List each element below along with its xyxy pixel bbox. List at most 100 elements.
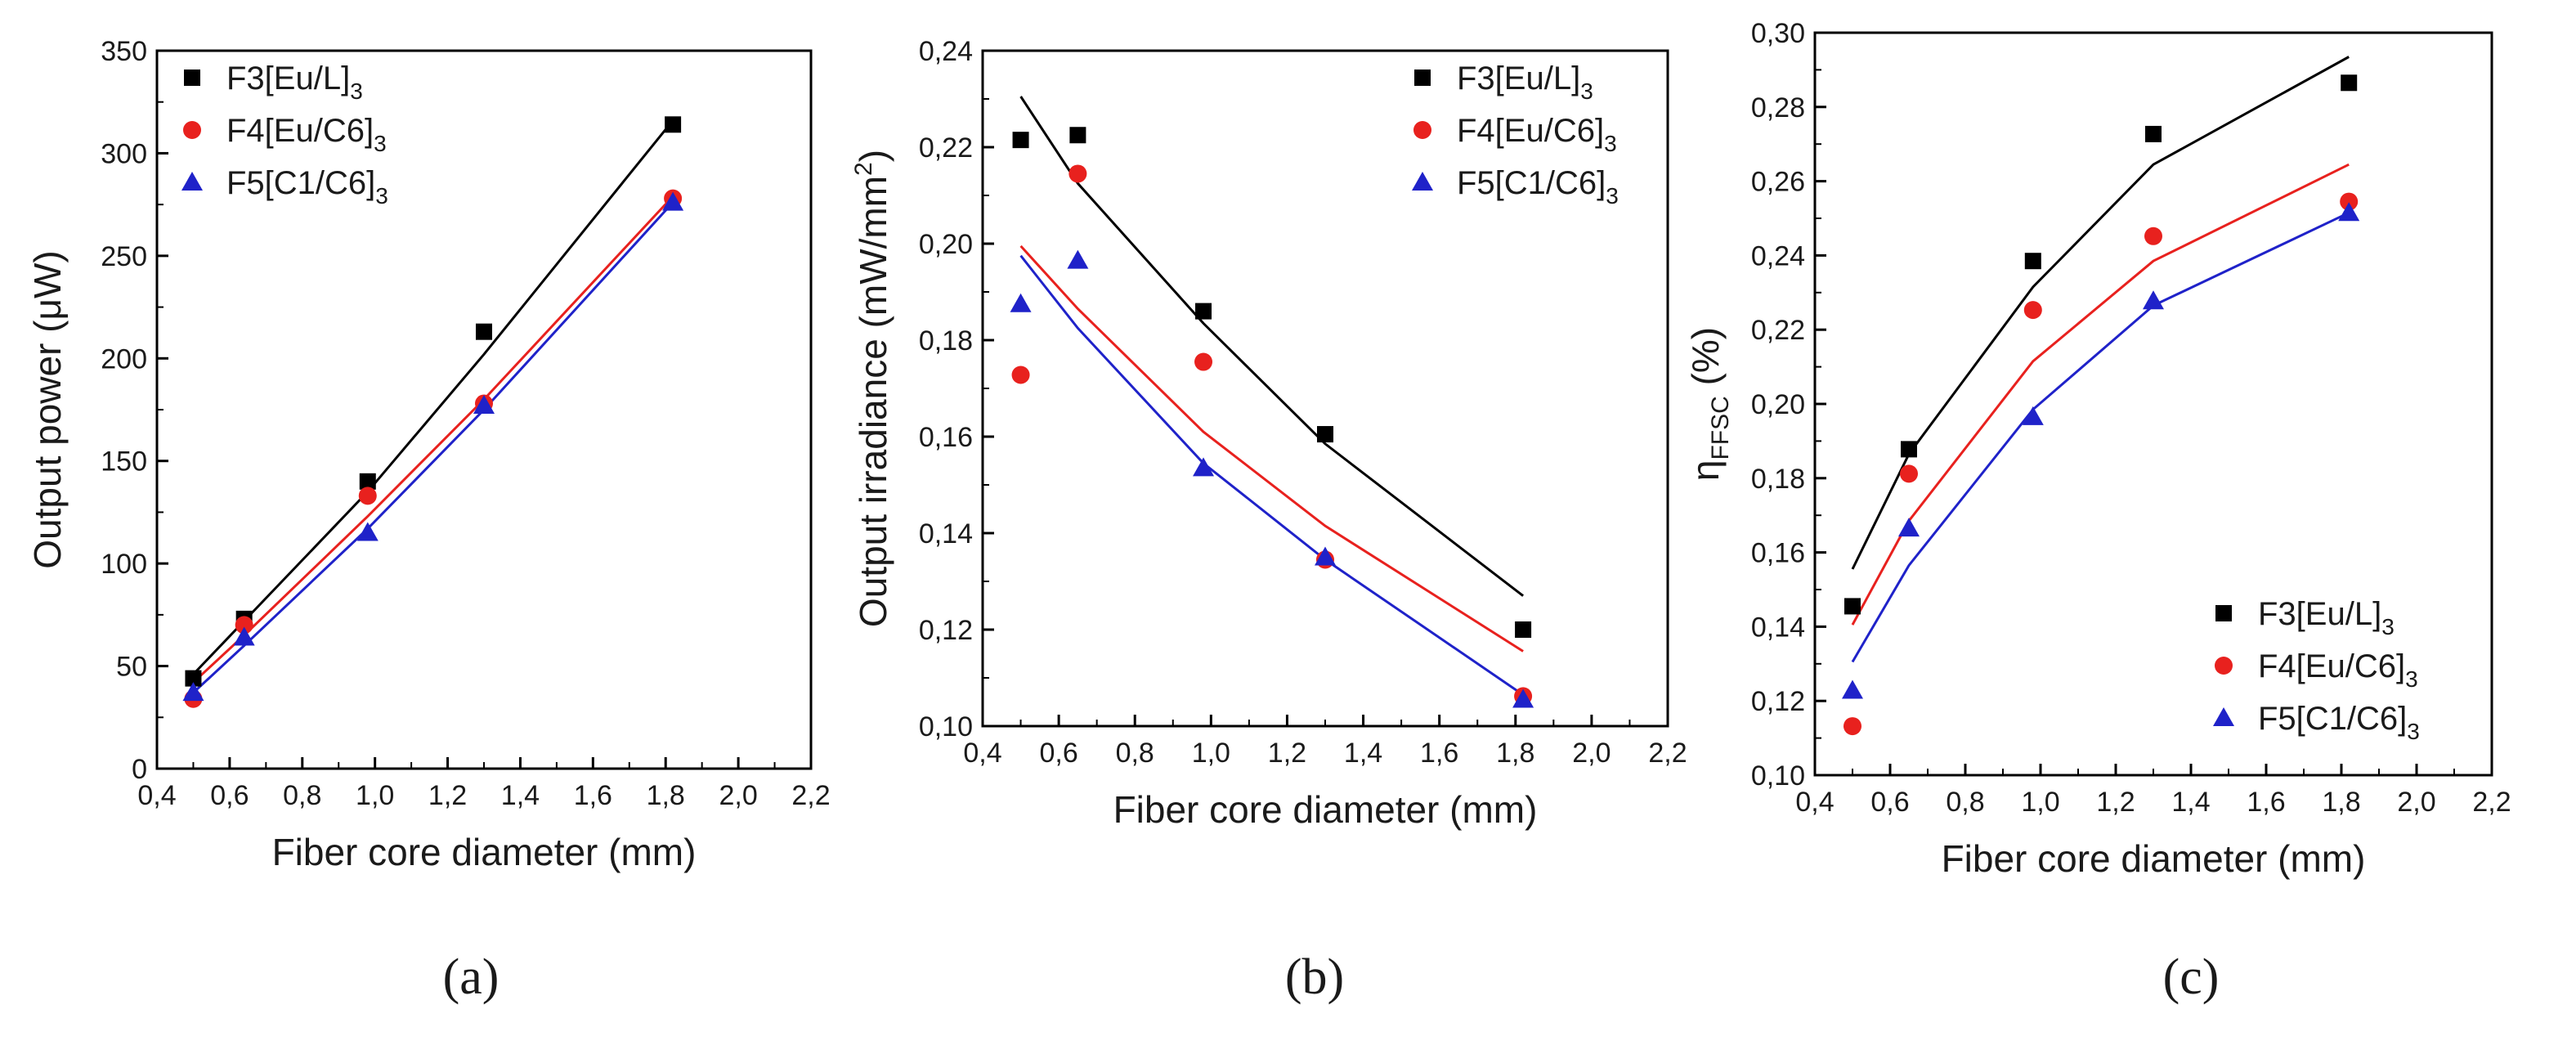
data-point: [1512, 688, 1534, 708]
data-point: [662, 191, 684, 211]
legend-label-sub: 3: [1580, 78, 1593, 104]
data-point: [1195, 303, 1212, 320]
legend-marker: [2215, 657, 2233, 675]
chart-panel-2: 0,4 0,6 0,8 1,0 1,2 1,4 1,6 1,8 2,0 2,2 0,10 0,12 0,…: [850, 36, 1687, 1005]
x-tick-label: 0,4: [1795, 787, 1834, 818]
x-tick-label: 1,0: [2021, 787, 2059, 818]
x-tick-label: 0,4: [137, 780, 176, 811]
x-tick-label: 2,0: [1572, 738, 1611, 769]
legend-label-main: F4[Eu/C6]: [226, 113, 374, 149]
fit-line-2: [1851, 163, 2350, 626]
data-point: [2143, 290, 2164, 310]
data-point: [1317, 426, 1333, 443]
data-point: [1844, 717, 1861, 736]
y-axis-title-main: Output irradiance (mW/mm: [852, 176, 894, 627]
data-point: [1315, 546, 1336, 566]
y-tick-label: 300: [101, 138, 147, 169]
data-point: [1010, 293, 1032, 312]
legend-marker: [181, 172, 203, 191]
fit-line-1: [1019, 96, 1525, 597]
legend-label-sub: 3: [375, 183, 388, 209]
y-axis-title-sup: 2: [850, 162, 877, 176]
panel-caption: (b): [1285, 949, 1344, 1005]
y-tick-label: 0,16: [919, 422, 973, 453]
legend: F3[Eu/L]3F4[Eu/C6]3F5[C1/C6]3: [181, 61, 388, 209]
x-tick-label: 0,6: [210, 780, 249, 811]
y-tick-label: 0,14: [919, 518, 973, 549]
fit-line-2: [1019, 244, 1524, 653]
legend-marker: [184, 70, 200, 86]
x-tick-label: 2,2: [791, 780, 830, 811]
y-tick-label: 0: [132, 754, 147, 785]
data-point: [473, 394, 495, 414]
data-point: [2144, 226, 2162, 245]
y-axis-title: Output power (μW): [26, 250, 69, 569]
x-tick-label: 2,2: [1648, 738, 1687, 769]
chart-panel-3: 0,4 0,6 0,8 1,0 1,2 1,4 1,6 1,8 2,0 2,2 0,10 0,12 0,…: [1684, 18, 2511, 1005]
y-tick-label: 0,20: [1751, 389, 1805, 420]
x-tick-label: 0,6: [1039, 738, 1077, 769]
data-point: [182, 682, 204, 702]
legend-label-sub: 3: [2407, 719, 2420, 744]
y-tick-label: 0,12: [919, 615, 973, 646]
y-tick-label: 50: [116, 652, 147, 683]
legend-label-sub: 3: [2381, 614, 2395, 639]
panel-caption: (c): [2163, 949, 2220, 1005]
legend-label-main: F3[Eu/L]: [2258, 596, 2381, 632]
fit-line-1: [1851, 56, 2350, 570]
data-point: [1067, 249, 1089, 269]
legend-label-main: F3[Eu/L]: [226, 61, 350, 96]
x-tick-label: 1,6: [1420, 738, 1458, 769]
x-tick-label: 2,0: [719, 780, 757, 811]
plot-frame: [981, 49, 1669, 728]
data-point: [1069, 127, 1086, 144]
data-point: [359, 473, 376, 490]
data-point: [1515, 621, 1532, 638]
legend-label-main: F4[Eu/C6]: [1457, 113, 1604, 149]
legend-label-main: F5[C1/C6]: [1457, 165, 1606, 201]
data-point: [358, 487, 377, 505]
data-point: [665, 116, 682, 133]
legend-label-main: F4[Eu/C6]: [2258, 648, 2405, 684]
data-point: [2340, 192, 2359, 211]
data-point: [356, 522, 379, 541]
y-axis-title-main: η: [1684, 460, 1727, 482]
legend: F3[Eu/L]3F4[Eu/C6]3F5[C1/C6]3: [1412, 61, 1619, 209]
data-point: [1901, 441, 1917, 458]
legend-label-sub: 3: [1606, 183, 1619, 209]
y-tick-label: 0,14: [1751, 612, 1805, 643]
x-tick-label: 1,6: [2247, 787, 2285, 818]
x-tick-label: 1,0: [1192, 738, 1230, 769]
legend: F3[Eu/L]3F4[Eu/C6]3F5[C1/C6]3: [2213, 596, 2420, 744]
legend-label-sub: 3: [2405, 666, 2418, 692]
data-point: [1011, 366, 1030, 384]
x-tick-label: 1,0: [356, 780, 394, 811]
y-axis-title: Output irradiance (mW/mm2): [850, 150, 894, 627]
y-tick-label: 0,10: [919, 711, 973, 742]
x-tick-label: 2,2: [2472, 787, 2511, 818]
y-tick-label: 0,22: [1751, 315, 1805, 346]
y-tick-label: 200: [101, 343, 147, 375]
y-axis-title: ηFFSC (%): [1684, 327, 1734, 481]
x-axis-title: Fiber core diameter (mm): [1942, 837, 2366, 880]
x-tick-label: 1,8: [2322, 787, 2360, 818]
legend-label: F4[Eu/C6]3: [226, 113, 387, 156]
data-point: [1193, 457, 1215, 477]
fit-line-3: [1019, 254, 1524, 696]
legend-marker: [183, 121, 201, 139]
legend-label-sub: 3: [1604, 131, 1617, 156]
y-axis-title-main: Output power (μW): [26, 250, 69, 569]
y-tick-label: 0,12: [1751, 686, 1805, 717]
x-tick-label: 1,8: [1496, 738, 1534, 769]
panel-caption: (a): [443, 949, 500, 1005]
legend-marker: [1414, 70, 1431, 86]
y-tick-label: 0,30: [1751, 18, 1805, 49]
legend-label: F5[C1/C6]3: [2258, 701, 2420, 744]
x-tick-label: 0,4: [963, 738, 1001, 769]
y-tick-label: 0,10: [1751, 760, 1805, 792]
fit-line-3: [1851, 211, 2350, 663]
data-point: [1842, 679, 1863, 699]
legend-marker: [1413, 121, 1431, 139]
x-tick-label: 1,6: [574, 780, 612, 811]
